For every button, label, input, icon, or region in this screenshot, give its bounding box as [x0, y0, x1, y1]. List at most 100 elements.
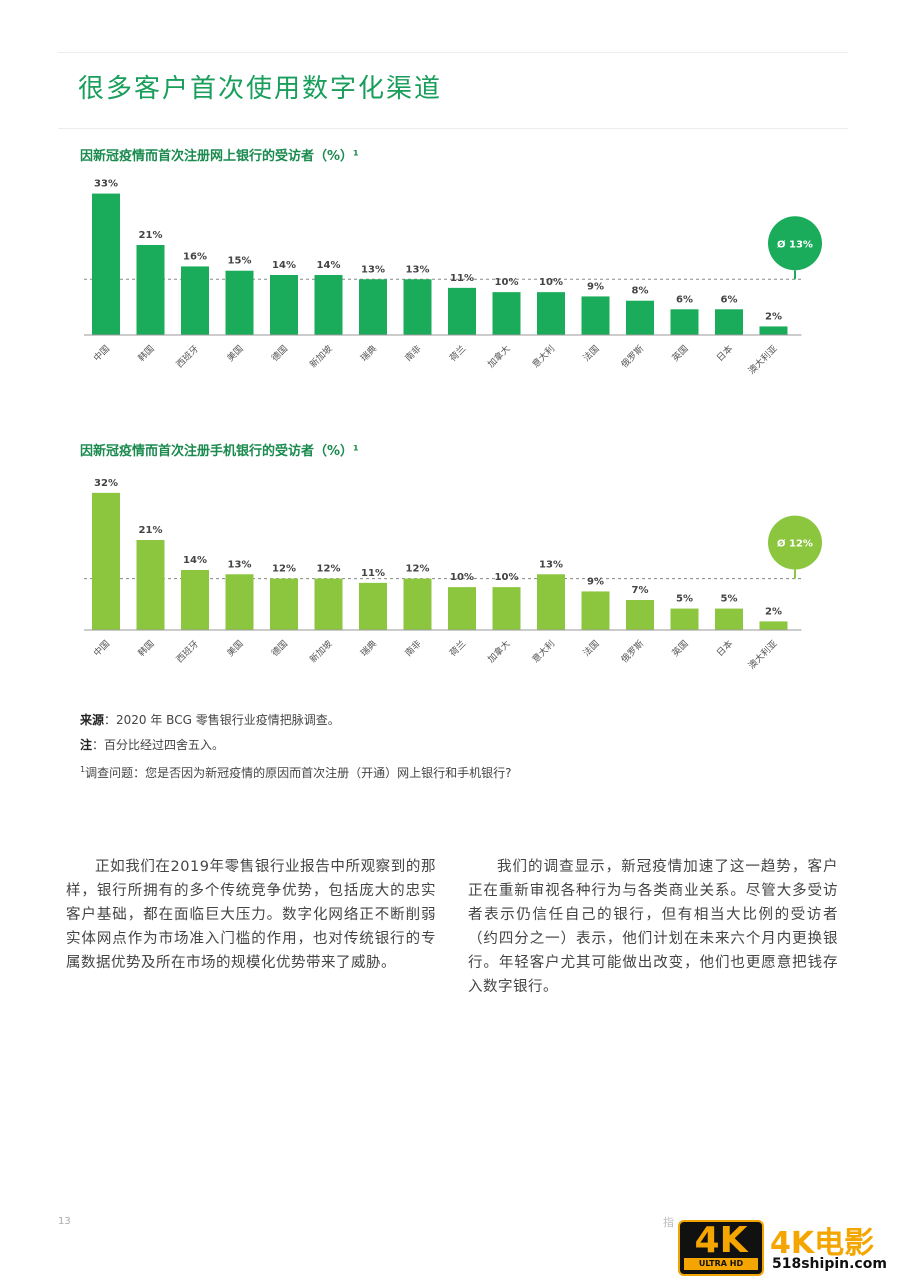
online-category-label: 英国 [669, 343, 690, 364]
mobile-category-label: 俄罗斯 [619, 638, 647, 666]
source-label: 来源 [80, 713, 105, 727]
mobile-value-label: 13% [228, 559, 252, 570]
online-bar [670, 309, 699, 335]
mobile-banking-chart: 32% 中国 21% 韩国 14% 西班牙 13% 美国 12% 德国 12% 新加坡 11% 瑞典 12%… [84, 478, 822, 672]
rounding-note: 注：百分比经过四舍五入。 [80, 737, 511, 753]
watermark-url: 518shipin.com [772, 1256, 887, 1272]
online-bar [225, 270, 254, 335]
mobile-value-label: 32% [94, 478, 118, 489]
mobile-value-label: 5% [676, 594, 693, 605]
online-average-badge [768, 216, 822, 271]
online-bar [314, 275, 343, 335]
mobile-category-label: 加拿大 [485, 638, 513, 666]
mobile-value-label: 12% [317, 564, 341, 575]
top-divider [58, 52, 848, 53]
online-average-label: Ø 13% [777, 238, 813, 250]
mobile-category-label: 新加坡 [307, 638, 335, 666]
mobile-bar [448, 587, 476, 630]
mobile-value-label: 10% [450, 572, 474, 583]
online-value-label: 11% [450, 273, 474, 284]
footnote-mark: 1 [80, 765, 86, 774]
mobile-value-label: 10% [495, 572, 519, 583]
mobile-average-label: Ø 12% [777, 538, 813, 550]
mobile-category-label: 法国 [580, 638, 601, 659]
mobile-value-label: 12% [406, 564, 430, 575]
note-text: ：百分比经过四舍五入。 [92, 738, 225, 752]
online-category-label: 俄罗斯 [619, 343, 647, 371]
online-value-label: 10% [539, 277, 563, 288]
online-category-label: 日本 [714, 343, 735, 364]
online-category-label: 中国 [91, 343, 112, 364]
online-bar [626, 300, 654, 335]
online-category-label: 德国 [269, 343, 290, 364]
page-number: 13 [58, 1216, 71, 1227]
mobile-bar [581, 591, 610, 630]
online-chart-title: 因新冠疫情而首次注册网上银行的受访者（%）¹ [80, 149, 359, 164]
online-category-label: 澳大利亚 [746, 343, 780, 377]
online-value-label: 8% [632, 286, 649, 297]
mobile-category-label: 南非 [402, 638, 423, 659]
mobile-category-label: 英国 [669, 638, 690, 659]
watermark-4k: 4K [694, 1220, 748, 1261]
mobile-value-label: 21% [139, 525, 163, 536]
watermark-ultra-hd: ULTRA HD [684, 1258, 758, 1270]
online-bar [359, 279, 387, 335]
mobile-value-label: 13% [539, 559, 563, 570]
source-text: ：2020 年 BCG 零售银行业疫情把脉调查。 [104, 713, 340, 727]
mobile-category-label: 澳大利亚 [746, 638, 780, 672]
online-value-label: 15% [228, 256, 252, 267]
mobile-category-label: 韩国 [135, 638, 156, 659]
online-bar [715, 309, 743, 335]
mobile-bar [181, 570, 209, 630]
online-value-label: 6% [721, 294, 738, 305]
mobile-value-label: 14% [183, 555, 207, 566]
footer-text: 指 [663, 1216, 674, 1229]
online-value-label: 10% [495, 277, 519, 288]
online-category-label: 美国 [224, 343, 245, 364]
mobile-value-label: 7% [632, 585, 649, 596]
question-note: 1调查问题：您是否因为新冠疫情的原因而首次注册（开通）网上银行和手机银行? [80, 762, 511, 781]
watermark-logo: 4K ULTRA HD 4K电影 518shipin.com [676, 1216, 902, 1278]
online-bar [537, 292, 565, 335]
online-bar [270, 275, 298, 335]
online-value-label: 6% [676, 294, 693, 305]
online-category-label: 加拿大 [485, 343, 513, 371]
mobile-chart-title: 因新冠疫情而首次注册手机银行的受访者（%）¹ [80, 444, 359, 459]
mobile-bar [670, 608, 699, 630]
online-category-label: 瑞典 [358, 343, 379, 364]
mobile-category-label: 瑞典 [358, 638, 379, 659]
chart-notes: 来源：2020 年 BCG 零售银行业疫情把脉调查。 注：百分比经过四舍五入。 … [80, 712, 511, 790]
question-text: 调查问题：您是否因为新冠疫情的原因而首次注册（开通）网上银行和手机银行? [85, 766, 512, 780]
mobile-category-label: 德国 [269, 638, 290, 659]
mobile-category-label: 中国 [91, 638, 112, 659]
online-bar [92, 193, 120, 335]
online-bar [181, 266, 209, 335]
mobile-category-label: 荷兰 [447, 638, 468, 659]
title-divider [58, 128, 848, 129]
mobile-value-label: 9% [587, 576, 604, 587]
mobile-bar [314, 578, 343, 630]
mobile-bar [403, 578, 432, 630]
online-category-label: 西班牙 [174, 343, 202, 371]
online-value-label: 2% [765, 311, 782, 322]
watermark-text: 4K电影 [770, 1226, 875, 1261]
online-category-label: 南非 [402, 343, 423, 364]
mobile-bar [759, 621, 788, 630]
mobile-category-label: 日本 [714, 638, 735, 659]
mobile-bar [225, 574, 254, 630]
right-paragraph: 我们的调查显示，新冠疫情加速了这一趋势，客户正在重新审视各种行为与各类商业关系。… [468, 859, 838, 995]
online-bar [448, 287, 476, 335]
watermark-badge: 4K ULTRA HD [678, 1220, 764, 1276]
online-bar [759, 326, 788, 335]
mobile-category-label: 意大利 [530, 638, 558, 666]
mobile-value-label: 2% [765, 606, 782, 617]
online-value-label: 9% [587, 281, 604, 292]
mobile-bar [270, 578, 298, 630]
online-value-label: 13% [361, 264, 385, 275]
online-category-label: 法国 [580, 343, 601, 364]
online-category-label: 意大利 [530, 343, 558, 371]
mobile-bar [359, 582, 387, 630]
mobile-average-badge [768, 515, 822, 570]
online-category-label: 新加坡 [307, 343, 335, 371]
online-category-label: 荷兰 [447, 343, 468, 364]
